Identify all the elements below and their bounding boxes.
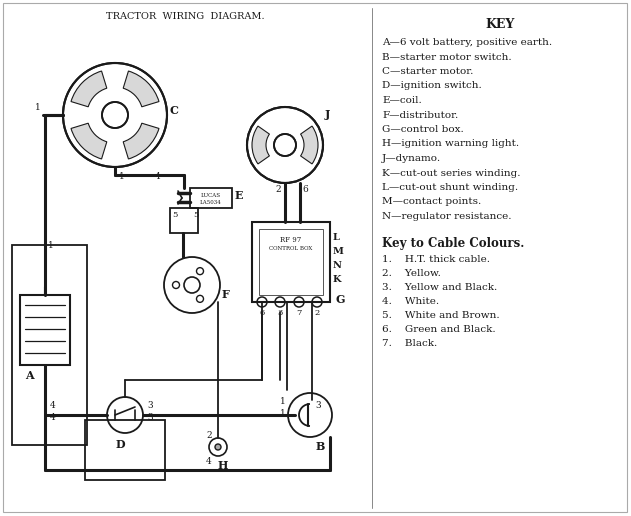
Text: 7: 7 [297,309,302,317]
Text: 3.    Yellow and Black.: 3. Yellow and Black. [382,282,497,292]
Circle shape [215,444,221,450]
Text: F—distributor.: F—distributor. [382,110,458,120]
Text: KEY: KEY [485,18,515,31]
Text: N: N [333,261,342,269]
Bar [190,188,232,208]
Text: 1: 1 [35,103,41,111]
Text: 6: 6 [302,185,308,194]
Text: C—starter motor.: C—starter motor. [382,67,473,76]
Text: TRACTOR  WIRING  DIAGRAM.: TRACTOR WIRING DIAGRAM. [105,12,264,21]
Text: B—starter motor switch.: B—starter motor switch. [382,53,512,61]
Text: Key to Cable Colours.: Key to Cable Colours. [382,236,524,250]
Text: 3: 3 [147,412,153,422]
Text: A—6 volt battery, positive earth.: A—6 volt battery, positive earth. [382,38,552,47]
Text: 5: 5 [172,211,177,219]
Bar [85,420,165,480]
Circle shape [172,282,179,288]
Text: A: A [25,370,33,381]
Wedge shape [123,71,159,107]
Circle shape [196,268,204,275]
Text: 1.    H.T. thick cable.: 1. H.T. thick cable. [382,254,490,264]
Text: 4: 4 [50,400,56,410]
Text: 6.    Green and Black.: 6. Green and Black. [382,325,495,333]
Text: 1: 1 [280,409,286,417]
Text: H: H [218,460,228,471]
Text: 5: 5 [193,211,198,219]
Text: LUCAS: LUCAS [201,193,221,198]
Text: E—coil.: E—coil. [382,96,422,105]
Text: CONTROL BOX: CONTROL BOX [269,246,312,251]
Text: K: K [333,275,341,283]
Text: F: F [222,289,230,300]
Text: D: D [115,439,125,450]
Text: B: B [316,441,325,452]
Wedge shape [252,126,269,164]
Text: 2: 2 [206,430,211,440]
Circle shape [196,295,204,302]
Bar [20,295,70,365]
Text: 7.    Black.: 7. Black. [382,338,437,347]
Text: 1: 1 [280,396,286,406]
Text: 2.    Yellow.: 2. Yellow. [382,268,441,278]
Wedge shape [71,71,107,107]
Text: 5.    White and Brown.: 5. White and Brown. [382,311,500,319]
Text: M—contact points.: M—contact points. [382,198,481,206]
Text: 1: 1 [119,172,125,181]
Text: H—ignition warning light.: H—ignition warning light. [382,139,519,149]
Text: G: G [335,294,345,305]
Text: D—ignition switch.: D—ignition switch. [382,82,481,90]
Text: 2: 2 [275,185,281,194]
Text: 6: 6 [259,309,264,317]
Text: M: M [333,247,344,255]
Text: 3: 3 [315,400,321,410]
Text: N—regulator resistance.: N—regulator resistance. [382,212,512,221]
Text: G—control box.: G—control box. [382,125,464,134]
Text: 2: 2 [314,309,320,317]
Text: K—cut-out series winding.: K—cut-out series winding. [382,169,521,178]
Text: L—cut-out shunt winding.: L—cut-out shunt winding. [382,183,518,192]
Text: J: J [325,109,331,121]
Wedge shape [300,126,318,164]
Text: E: E [235,190,244,201]
Wedge shape [123,123,159,159]
Text: LA5034: LA5034 [200,200,222,205]
Text: 3: 3 [147,400,153,410]
Text: RF 97: RF 97 [280,236,302,244]
Text: L: L [333,233,340,241]
Bar [259,229,323,295]
Bar [12,245,87,445]
Text: 3: 3 [277,309,283,317]
Bar [170,208,198,233]
Text: 4.    White.: 4. White. [382,297,439,305]
Bar [252,222,330,302]
Text: 4: 4 [50,412,56,422]
Text: 4: 4 [155,172,161,181]
Wedge shape [71,123,107,159]
Text: J—dynamo.: J—dynamo. [382,154,441,163]
Text: 4: 4 [206,458,212,466]
Text: C: C [170,105,179,116]
Text: 1: 1 [48,240,54,250]
